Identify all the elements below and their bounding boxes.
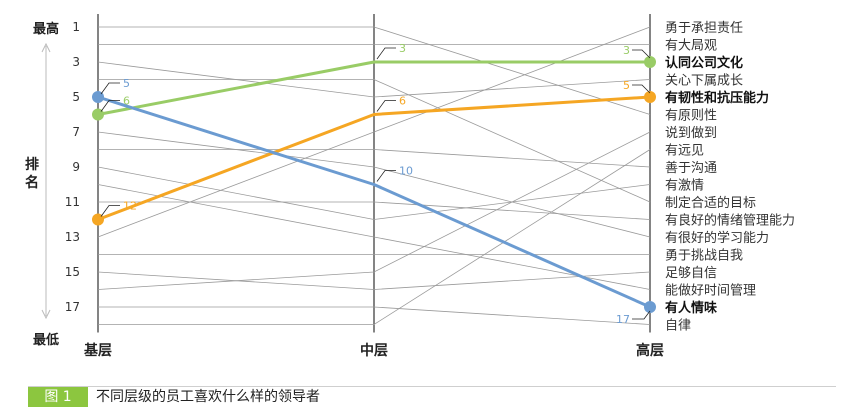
y-tick-label: 3 [72, 55, 80, 69]
data-label-leader [100, 205, 120, 217]
y-tick-label: 17 [65, 300, 80, 314]
data-label: 3 [399, 42, 406, 55]
trait-label: 有原则性 [665, 109, 717, 124]
grey-lines [97, 26, 651, 325]
trait-label: 足够自信 [665, 266, 717, 281]
x-tick-label: 基层 [84, 342, 112, 359]
caption-rule [28, 386, 836, 387]
highlight-series-line [97, 95, 651, 309]
data-label: 5 [623, 79, 630, 92]
data-label-leader [632, 310, 651, 320]
series-line [97, 131, 651, 290]
data-label-leader [100, 82, 120, 95]
series-line [97, 271, 651, 290]
y-axis-arrowhead-top [41, 42, 51, 53]
series-line [98, 149, 651, 325]
trait-label: 自律 [665, 319, 691, 334]
y-axis-label: 名 [25, 174, 39, 191]
data-label-leader [376, 170, 396, 182]
data-label: 6 [123, 95, 130, 108]
data-label: 10 [399, 165, 413, 178]
trait-label: 有人情味 [665, 300, 717, 316]
trait-label: 勇于承担责任 [665, 21, 743, 36]
trait-label: 能做好时间管理 [665, 284, 756, 299]
y-axis-arrowhead-bottom [41, 309, 51, 320]
series-line [98, 26, 651, 115]
data-label: 6 [399, 95, 406, 108]
data-label-leader [632, 84, 651, 94]
y-tick-label: 5 [72, 90, 80, 104]
y-tick-label: 9 [72, 160, 80, 174]
data-label-leader [376, 100, 396, 112]
data-label-leader [100, 100, 120, 112]
trait-label: 有良好的情绪管理能力 [665, 213, 795, 229]
y-tick-label: 11 [65, 195, 80, 209]
trait-label: 有韧性和抗压能力 [665, 90, 769, 106]
y-tick-label: 13 [65, 230, 80, 244]
trait-label: 勇于挑战自我 [665, 249, 743, 264]
x-tick-label: 高层 [636, 342, 664, 359]
series-point [644, 91, 656, 103]
y-top-label: 最高 [33, 21, 59, 37]
series-line [97, 184, 651, 290]
trait-label: 说到做到 [665, 126, 717, 141]
trait-label: 有远见 [665, 144, 704, 159]
trait-label: 关心下属成长 [665, 74, 743, 89]
trait-label: 善于沟通 [665, 160, 717, 176]
y-tick-label: 7 [72, 125, 80, 139]
data-label-leader [376, 47, 396, 60]
trait-label: 有大局观 [665, 39, 717, 54]
series-line [97, 131, 651, 238]
trait-label: 有激情 [665, 179, 704, 194]
trait-label: 认同公司文化 [665, 55, 743, 71]
data-label: 3 [623, 44, 630, 57]
x-tick-label: 中层 [360, 342, 388, 359]
y-tick-label: 15 [65, 265, 80, 279]
y-tick-label: 1 [72, 20, 80, 34]
data-label: 5 [123, 77, 130, 90]
trait-label: 有很好的学习能力 [665, 230, 769, 246]
y-bottom-label: 最低 [33, 332, 59, 348]
series-point [644, 56, 656, 68]
series-line [98, 306, 651, 325]
caption-badge [28, 387, 88, 407]
highlight-series-line [97, 60, 650, 116]
caption-number: 图 1 [44, 389, 72, 405]
highlight-series-line [97, 95, 651, 221]
y-axis-label: 排 [25, 156, 39, 173]
series-point [644, 301, 656, 313]
trait-label: 制定合适的目标 [665, 195, 756, 211]
data-label: 12 [123, 200, 137, 213]
caption-text: 不同层级的员工喜欢什么样的领导者 [96, 389, 320, 405]
series-line [98, 79, 651, 203]
data-label-leader [632, 49, 651, 59]
data-label: 17 [616, 313, 630, 326]
